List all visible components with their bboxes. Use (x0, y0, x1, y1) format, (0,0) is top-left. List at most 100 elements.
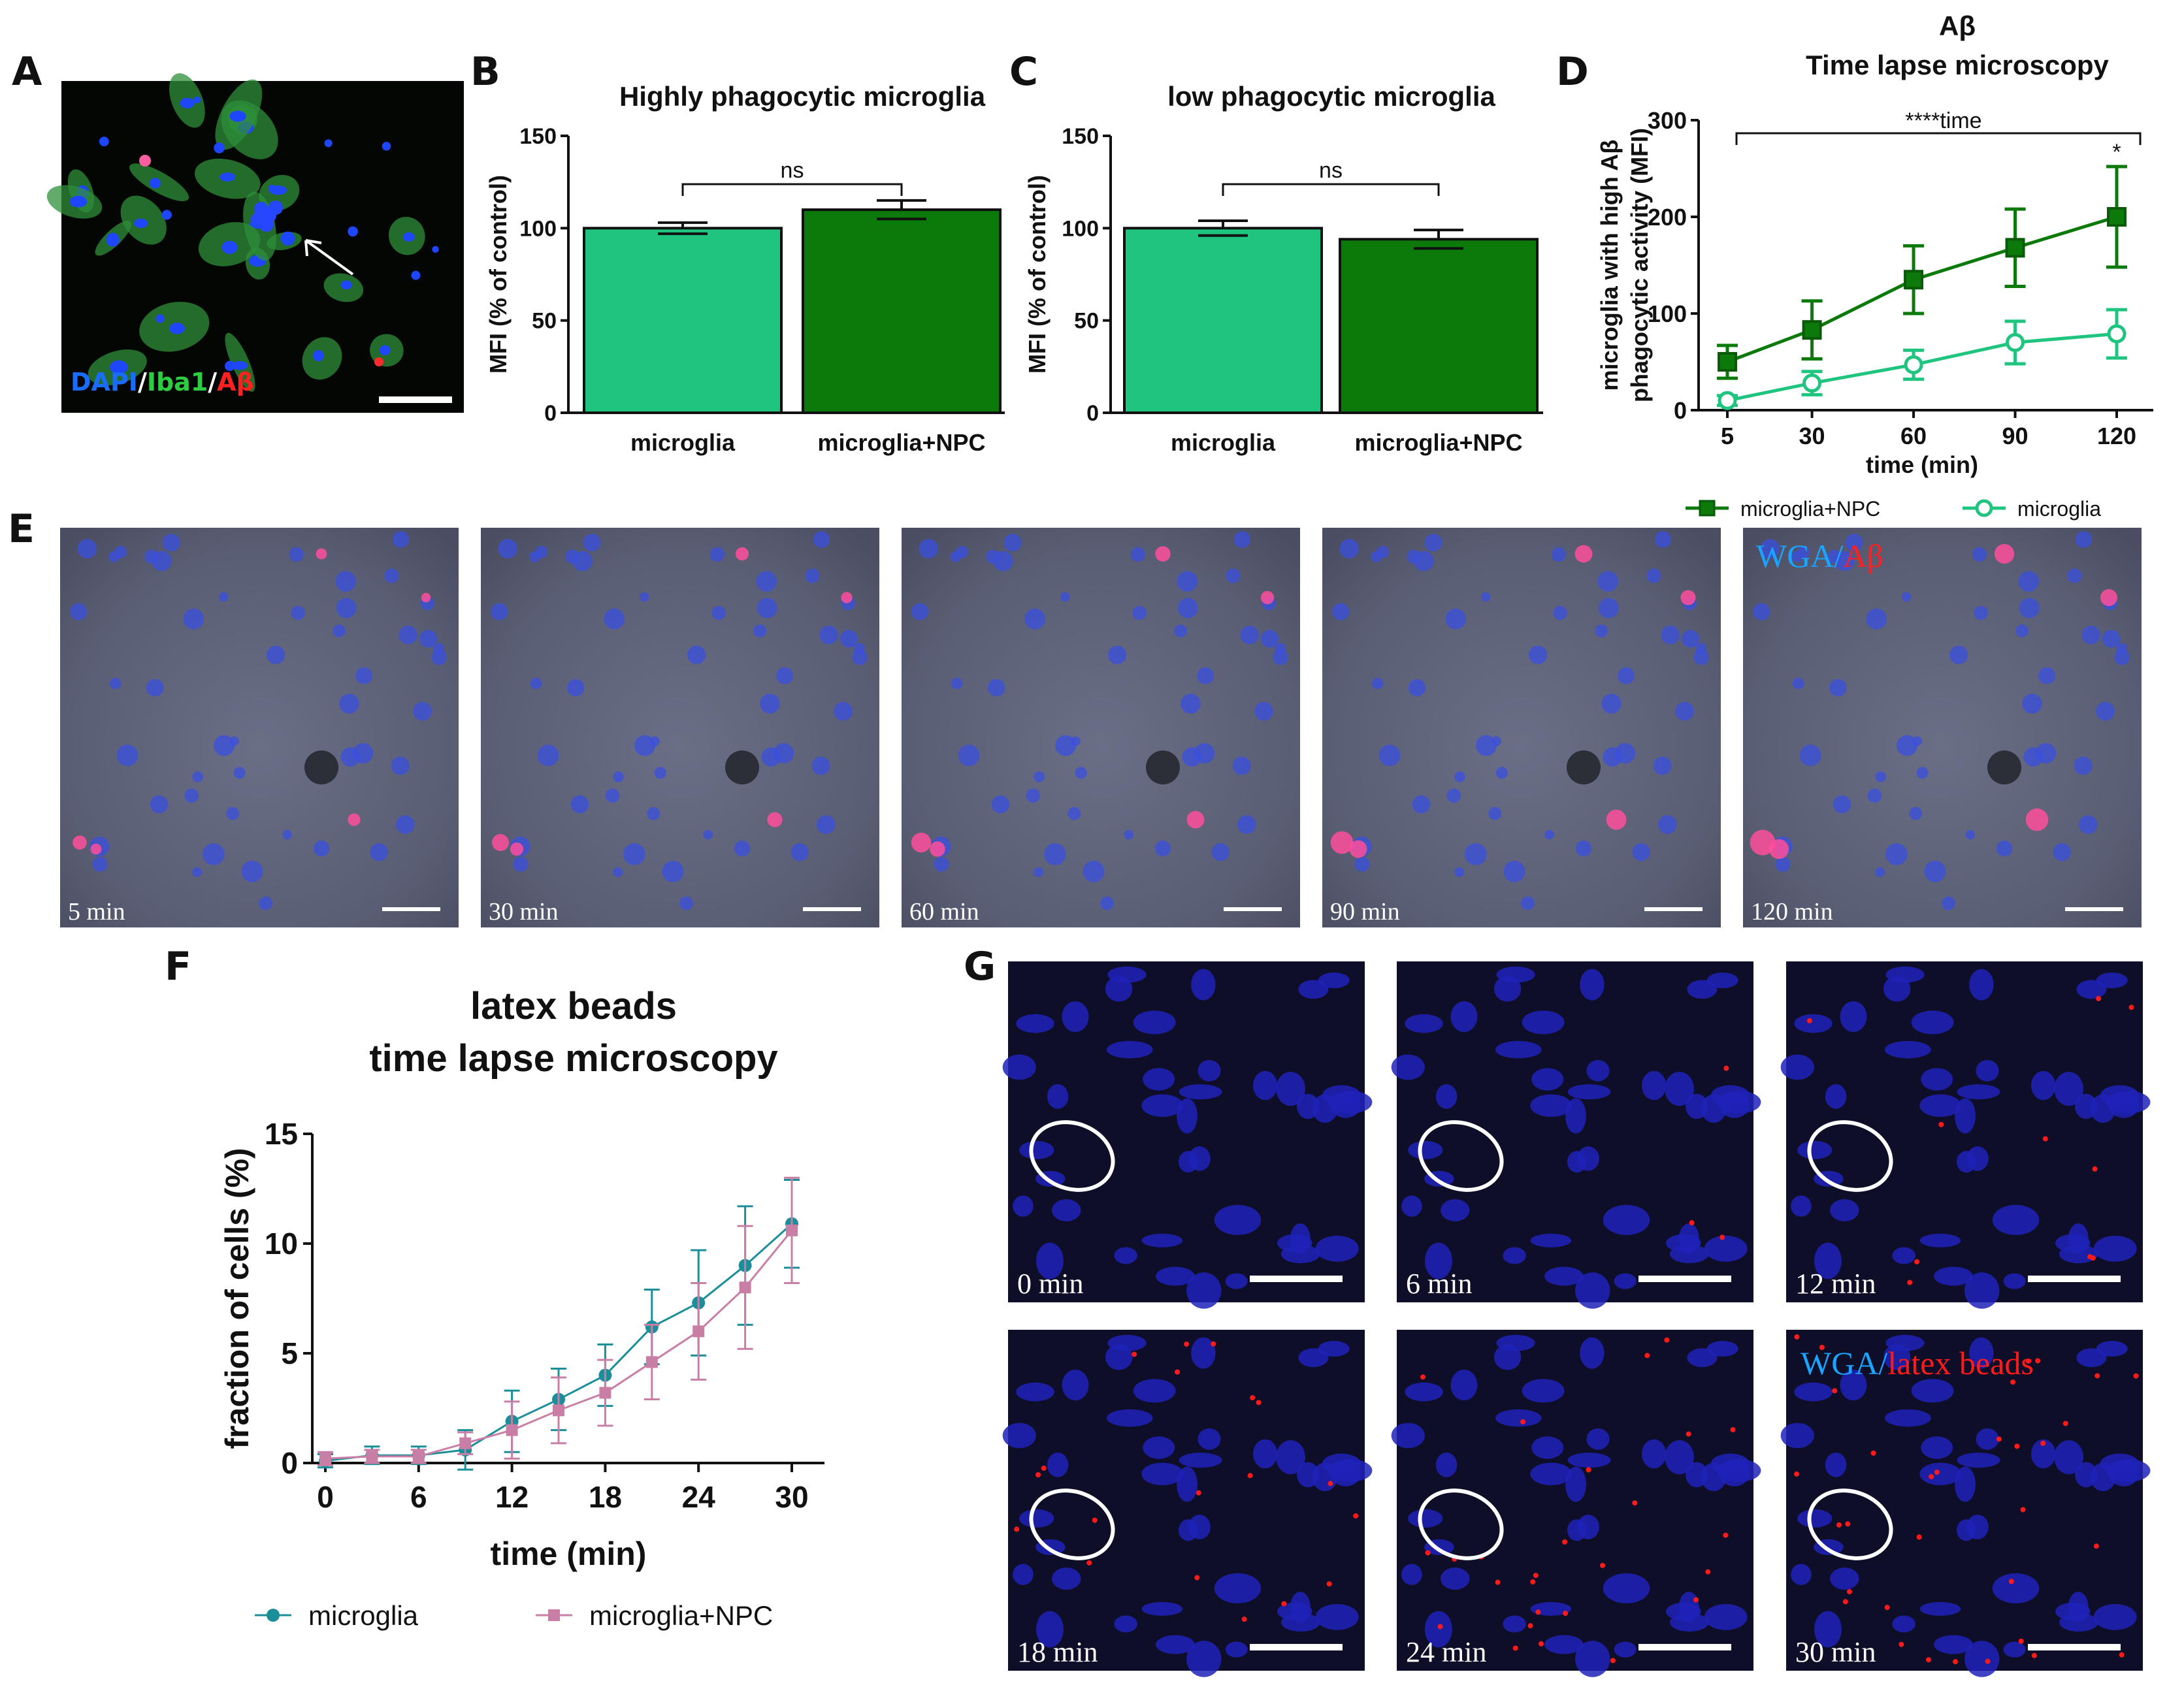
wga-cell (1391, 1423, 1425, 1449)
wga-cell (2054, 1071, 2083, 1106)
wga-cell (1013, 1564, 1034, 1585)
x-axis-label: time (min) (491, 1536, 647, 1572)
latex-bead (1495, 1579, 1501, 1585)
wga-cell (1964, 1641, 2000, 1677)
wga-cell (2053, 843, 2071, 861)
data-point (2107, 324, 2127, 344)
wga-cell (1371, 677, 1384, 690)
abeta-spot (911, 832, 932, 853)
wga-cell (1055, 735, 1076, 756)
chart-title: low phagocytic microglia (1167, 81, 1495, 112)
wga-cell (1883, 1344, 1911, 1370)
wga-cell (1830, 1199, 1859, 1222)
wga-cell (2074, 756, 2093, 775)
wga-cell (92, 856, 108, 872)
wga-cell (1646, 568, 1661, 583)
wga-cell (2093, 1603, 2137, 1630)
wga-cell (192, 867, 203, 877)
wga-cell (834, 701, 853, 721)
wga-cell (1019, 1509, 1054, 1528)
wga-cell (1693, 649, 1709, 666)
wga-cell (1424, 1611, 1452, 1648)
legend-label: microglia (308, 1600, 419, 1631)
wga-cell (1332, 603, 1350, 620)
latex-bead (1538, 1641, 1544, 1647)
wga-cell (1780, 1423, 1814, 1449)
wga-cell (1060, 592, 1070, 602)
latex-bead (2092, 1166, 2098, 1172)
wga-cell (1614, 1641, 1637, 1658)
wga-cell (1503, 1247, 1526, 1264)
y-axis-label: MFI (% of control) (1024, 175, 1051, 374)
line-chart-f: latex beads time lapse microscopy 0 5 10 15 0 6… (219, 985, 824, 1631)
wga-cell (162, 534, 180, 552)
abeta-spot (90, 843, 102, 855)
wga-cell (1276, 1071, 1305, 1106)
wga-cell (817, 815, 836, 834)
wga-cell (1339, 539, 1360, 558)
dapi-cluster (269, 201, 283, 215)
wga-cell (2067, 568, 2082, 583)
wga-cell (1488, 807, 1502, 820)
wga-cell (1435, 1452, 1458, 1477)
wga-cell (790, 843, 809, 861)
wga-cell (919, 539, 939, 558)
legend-label: microglia+NPC (589, 1600, 773, 1631)
wga-cell (1105, 1344, 1133, 1370)
frame-time-label: 60 min (909, 898, 979, 925)
time-lapse-frame: 6 min (1391, 961, 1761, 1309)
wga-cell (1298, 980, 1329, 999)
wga-cell (1957, 1084, 2000, 1100)
wga-cell (1866, 608, 1887, 630)
dark-spot (1146, 750, 1180, 784)
wga-cell (1897, 735, 1917, 756)
wga-cell (1441, 1199, 1470, 1222)
wga-cell (2015, 624, 2029, 637)
wga-cell (1377, 545, 1390, 558)
wga-cell (1642, 1070, 1667, 1101)
wga-cell (1780, 1054, 1814, 1080)
wga-cell (1522, 1010, 1565, 1035)
dapi-nucleus (150, 178, 161, 189)
wga-cell (1177, 598, 1198, 619)
wga-cell (1454, 771, 1466, 782)
wga-cell (355, 667, 373, 684)
latex-bead (1247, 1473, 1253, 1479)
latex-bead (1533, 1573, 1539, 1579)
dapi-nucleus (214, 142, 225, 153)
wga-cell (1254, 701, 1273, 721)
significance-bracket (681, 183, 903, 196)
y-tick-label: 100 (1648, 300, 1687, 327)
wga-cell (1298, 1348, 1329, 1368)
wga-cell (1845, 534, 1863, 552)
wga-cell (1083, 860, 1105, 882)
wga-cell (291, 605, 305, 620)
latex-bead (2035, 1358, 2041, 1364)
frame-background (1743, 528, 2142, 927)
wga-cell (662, 860, 684, 882)
wga-cell (1595, 624, 1608, 637)
wga-cell (2031, 1439, 2056, 1469)
wga-cell (1198, 1428, 1221, 1450)
data-point (1718, 352, 1737, 372)
wga-cell (1618, 667, 1635, 684)
wga-cell (1408, 1140, 1443, 1159)
bar (583, 227, 783, 414)
y-tick-label: 0 (1086, 401, 1099, 426)
latex-bead (1884, 1605, 1890, 1611)
wga-cell (1035, 1242, 1064, 1279)
data-point (459, 1437, 472, 1449)
wga-cell (911, 603, 929, 620)
latex-bead (1926, 1657, 1932, 1663)
wga-cell (1106, 1409, 1153, 1427)
wga-cell (1445, 608, 1467, 630)
latex-bead (2042, 1136, 2048, 1142)
latex-bead (1250, 1395, 1256, 1401)
frame-time-label: 90 min (1330, 898, 1400, 925)
data-point (693, 1325, 705, 1338)
wga-cell (987, 679, 1005, 697)
wga-cell (1919, 1601, 1961, 1616)
wga-cell (1567, 1453, 1611, 1468)
wga-cell (1791, 1195, 1812, 1217)
wga-cell (1044, 843, 1066, 865)
